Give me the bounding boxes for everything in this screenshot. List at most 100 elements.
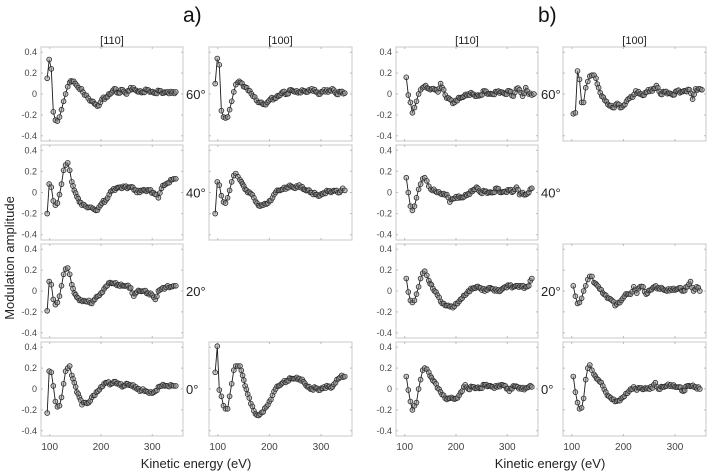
panel-a-110-60deg: 0.4 0.2 0 -0.2 -0.4 [110] 60° xyxy=(21,35,206,142)
x-tick-label: 100 xyxy=(396,442,413,453)
panel-b-110-0deg: 0.4 0.2 0 -0.2 -0.4 100 200 300 0° xyxy=(376,341,553,453)
data-point xyxy=(570,373,577,380)
x-tick-label: 300 xyxy=(499,442,516,453)
data-point xyxy=(576,76,583,83)
data-point xyxy=(341,187,348,194)
panel-b-100-0deg: 100 200 300 xyxy=(562,341,707,453)
y-tick-label: 0.2 xyxy=(379,68,392,78)
data-point xyxy=(46,56,52,63)
data-point xyxy=(696,386,703,392)
x-tick-label: 200 xyxy=(93,442,110,453)
data-point xyxy=(440,87,447,93)
data-point xyxy=(48,369,55,376)
data-point xyxy=(58,106,65,113)
data-point xyxy=(50,296,57,303)
data-point xyxy=(341,90,348,96)
data-point xyxy=(413,195,420,201)
data-point xyxy=(44,75,50,82)
y-tick-label: 0.2 xyxy=(24,68,37,78)
data-point xyxy=(224,405,231,412)
data-point xyxy=(60,98,67,105)
y-tick-label: -0.2 xyxy=(21,209,37,219)
data-point xyxy=(413,399,420,406)
data-point xyxy=(415,283,422,290)
column-title: [110] xyxy=(455,35,479,47)
data-point xyxy=(407,398,414,405)
data-point xyxy=(44,307,50,314)
data-point xyxy=(699,87,705,93)
data-point xyxy=(423,178,430,184)
data-point xyxy=(243,386,250,393)
data-point xyxy=(249,403,256,410)
data-point xyxy=(405,387,412,393)
y-tick-label: 0 xyxy=(387,286,392,296)
y-tick-label: -0.2 xyxy=(376,405,392,415)
data-point xyxy=(52,398,59,405)
data-point xyxy=(154,293,160,300)
angle-label: 20° xyxy=(186,284,206,299)
x-tick-label: 100 xyxy=(209,442,226,453)
y-tick-label: 0.2 xyxy=(379,166,392,176)
data-point xyxy=(216,182,223,188)
data-point xyxy=(589,273,595,280)
data-point xyxy=(218,393,225,400)
x-tick-label: 100 xyxy=(41,442,58,453)
panel-a-110-0deg: 0.4 0.2 0 -0.2 -0.4 100 200 300 0° xyxy=(21,341,198,453)
data-point xyxy=(50,109,57,115)
y-tick-label: 0 xyxy=(387,89,392,99)
data-point xyxy=(48,281,55,288)
data-point xyxy=(341,373,348,380)
panel-a-100-0deg: 100 200 300 xyxy=(208,341,353,453)
data-point xyxy=(574,399,581,406)
angle-label: 40° xyxy=(186,186,206,201)
y-axis-label: Modulation amplitude xyxy=(2,196,17,320)
angle-label: 0° xyxy=(541,382,553,397)
data-point xyxy=(640,283,646,290)
data-point xyxy=(56,114,63,120)
data-point xyxy=(403,74,410,81)
data-point xyxy=(405,189,412,196)
axes-box xyxy=(40,341,184,437)
data-point xyxy=(216,387,223,393)
data-point xyxy=(586,362,593,368)
data-point xyxy=(72,384,79,390)
data-point xyxy=(212,210,219,217)
data-point xyxy=(525,282,532,289)
data-point xyxy=(228,179,235,185)
data-point xyxy=(578,404,585,411)
data-point xyxy=(403,275,410,282)
data-point xyxy=(60,271,67,278)
data-point xyxy=(417,376,424,383)
y-tick-label: 0 xyxy=(387,384,392,394)
data-point xyxy=(155,195,162,201)
data-point xyxy=(216,62,223,68)
y-tick-label: 0.2 xyxy=(379,265,392,275)
data-point xyxy=(212,80,219,87)
data-point xyxy=(218,107,225,114)
data-point xyxy=(64,160,71,166)
data-point xyxy=(415,386,422,392)
panel-b-100-20deg xyxy=(562,243,707,339)
angle-label: 20° xyxy=(541,284,561,299)
panel-a-100-60deg: [100] xyxy=(208,35,353,142)
data-point xyxy=(574,68,581,74)
data-point xyxy=(580,288,587,294)
data-point xyxy=(228,98,235,105)
data-point xyxy=(224,195,231,201)
y-tick-label: 0.4 xyxy=(379,145,392,155)
data-point xyxy=(403,174,410,181)
y-tick-label: 0.4 xyxy=(379,244,392,254)
data-point xyxy=(584,78,591,85)
data-point xyxy=(218,192,225,199)
x-tick-label: 100 xyxy=(563,442,580,453)
column-title: [100] xyxy=(622,35,646,47)
y-tick-label: -0.4 xyxy=(376,131,392,141)
data-point xyxy=(593,75,599,82)
data-point xyxy=(411,203,418,210)
group-label-a: a) xyxy=(183,4,202,27)
y-tick-label: 0.2 xyxy=(24,363,37,373)
data-point xyxy=(56,293,63,300)
data-point xyxy=(528,275,535,282)
y-tick-label: -0.4 xyxy=(21,230,37,240)
data-point xyxy=(411,297,418,304)
